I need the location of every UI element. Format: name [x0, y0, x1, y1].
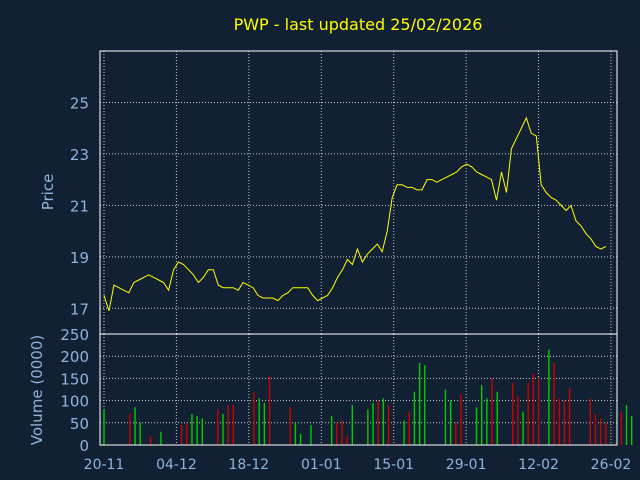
volume-panel-frame	[99, 333, 618, 446]
x-tick-label: 01-01	[301, 457, 342, 473]
volume-tick-label: 50	[70, 415, 89, 433]
volume-grid	[100, 334, 617, 445]
price-tick-label: 21	[70, 197, 89, 215]
x-tick-label: 26-02	[591, 457, 632, 473]
volume-tick-label: 100	[60, 393, 89, 411]
price-panel: 17 19 21 23 25 Price	[39, 50, 618, 335]
volume-bars	[103, 349, 633, 445]
x-axis-ticks: 20-11 04-12 18-12 01-01 15-01 29-01 12-02 26-02	[84, 457, 632, 473]
x-tick-label: 12-02	[518, 457, 559, 473]
x-tick-label: 18-12	[229, 457, 270, 473]
x-tick-label: 15-01	[373, 457, 414, 473]
volume-tick-label: 0	[79, 437, 89, 455]
x-tick-label: 20-11	[84, 457, 125, 473]
price-y-ticks: 17 19 21 23 25	[70, 94, 89, 318]
volume-tick-label: 200	[60, 348, 89, 366]
volume-panel: 0 50 100 150 200 250 Volume (0000)	[28, 326, 633, 455]
price-tick-label: 25	[70, 94, 89, 112]
x-tick-label: 04-12	[156, 457, 197, 473]
volume-tick-label: 250	[60, 326, 89, 344]
price-grid	[100, 51, 617, 334]
volume-axis-label: Volume (0000)	[28, 335, 46, 445]
price-axis-label: Price	[39, 174, 57, 211]
x-tick-label: 29-01	[446, 457, 487, 473]
price-tick-label: 17	[70, 300, 89, 318]
volume-y-ticks: 0 50 100 150 200 250	[60, 326, 89, 455]
chart-title: PWP - last updated 25/02/2026	[234, 15, 483, 34]
volume-tick-label: 150	[60, 370, 89, 388]
price-tick-label: 23	[70, 146, 89, 164]
price-line	[103, 116, 607, 311]
price-tick-label: 19	[70, 249, 89, 267]
